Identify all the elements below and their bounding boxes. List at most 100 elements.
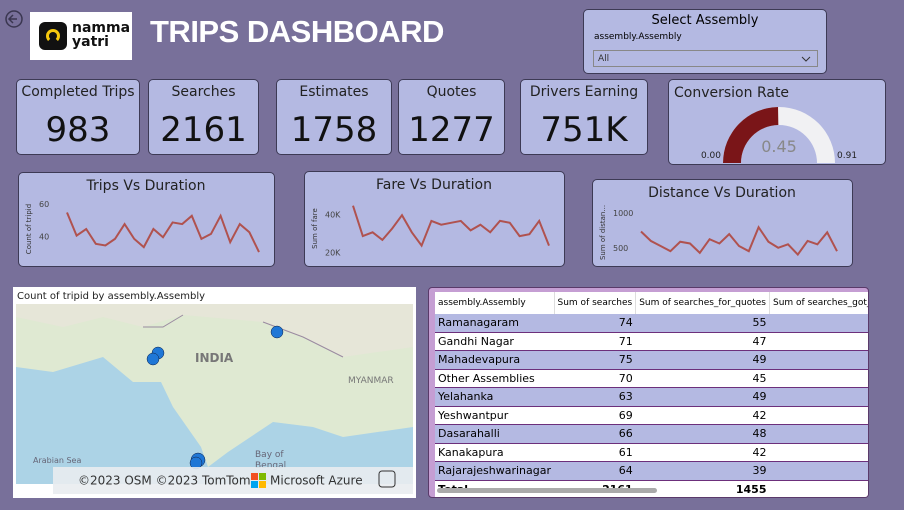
kpi-label: Drivers Earning — [529, 84, 639, 100]
map-label: MYANMAR — [348, 376, 394, 386]
line — [640, 225, 838, 257]
table-cell: 74 — [554, 314, 636, 333]
kpi-label: Searches — [171, 84, 236, 100]
y-tick-label: 1000 — [613, 209, 633, 218]
line-chart: Distance Vs Duration Sum of distan... 500 1… — [599, 185, 838, 260]
table-row: Dasarahalli 66 48 — [435, 424, 868, 444]
kpi-value: 1758 — [290, 110, 378, 150]
table-cell — [769, 480, 868, 497]
gauge-title: Conversion Rate — [674, 85, 789, 101]
map-title: Count of tripid by assembly.Assembly — [17, 291, 205, 302]
chart-title: Fare Vs Duration — [376, 177, 492, 193]
table-cell: 61 — [554, 443, 636, 462]
y-axis-label: Sum of distan... — [599, 205, 607, 260]
kpi-card: Estimates 1758 — [276, 79, 392, 155]
table-cell — [769, 369, 868, 388]
kpi-card: Searches 2161 — [148, 79, 259, 155]
table-cell: 42 — [635, 406, 770, 425]
kpi-value: 2161 — [160, 110, 247, 150]
gauge-card: Conversion Rate 0.45 0.00 0.91 — [668, 79, 886, 165]
kpi-card: Quotes 1277 — [398, 79, 505, 155]
kpi-label: Estimates — [299, 84, 369, 100]
table-row: Gandhi Nagar 71 47 — [435, 332, 868, 351]
table-cell: 49 — [635, 350, 770, 370]
table-cell: 63 — [554, 387, 636, 407]
table-row: Ramanagaram 74 55 — [435, 314, 868, 333]
table-cell: 47 — [635, 332, 770, 351]
y-axis-label: Count of tripid — [25, 204, 33, 254]
table-cell: 49 — [635, 387, 770, 407]
y-tick-label: 500 — [613, 244, 628, 253]
table-cell: 1455 — [635, 480, 770, 497]
map-dots — [146, 325, 284, 470]
column-header: Sum of searches_got_estin — [769, 292, 868, 314]
table-cell: Mahadevapura — [435, 350, 555, 370]
gauge-max: 0.91 — [837, 151, 857, 161]
title: TRIPS DASHBOARD — [150, 14, 444, 49]
line — [66, 212, 260, 253]
table-cell: Yeshwantpur — [435, 406, 555, 425]
map-attribution: ©2023 OSM ©2023 TomTom — [78, 474, 251, 488]
line-card: Fare Vs Duration Sum of fare 20K 40K — [304, 171, 565, 267]
chart-title: Trips Vs Duration — [86, 178, 206, 194]
y-tick-label: 40 — [39, 233, 49, 242]
kpi-value: 751K — [540, 110, 628, 150]
table-cell: Kanakapura — [435, 443, 555, 462]
table-cell — [769, 387, 868, 407]
map-label: Bay of — [255, 450, 284, 460]
kpi-label: Completed Trips — [21, 84, 135, 100]
column-header: assembly.Assembly — [435, 292, 555, 314]
chart-title: Distance Vs Duration — [648, 185, 796, 201]
gauge: Conversion Rate 0.45 0.00 0.91 — [674, 85, 857, 163]
line-card: Trips Vs Duration Count of tripid 40 60 — [18, 172, 275, 267]
table-cell — [769, 332, 868, 351]
table-cell: 71 — [554, 332, 636, 351]
kpi-card: Drivers Earning 751K — [520, 79, 648, 155]
table-cell: Dasarahalli — [435, 424, 555, 444]
column-header: Sum of searches — [554, 292, 637, 314]
table-cell: Yelahanka — [435, 387, 555, 407]
table-cell — [769, 406, 868, 425]
table-cell — [769, 350, 868, 370]
slicer-title: Select Assembly — [651, 13, 759, 28]
table-row: Kanakapura 61 42 — [435, 443, 868, 462]
kpi-value: 983 — [45, 110, 111, 150]
table-cell: 48 — [635, 424, 770, 444]
column-header: Sum of searches_for_quotes — [635, 292, 770, 314]
dropdown[interactable]: All — [593, 50, 818, 67]
line-chart: Fare Vs Duration Sum of fare 20K 40K — [311, 177, 550, 258]
gauge-fill — [723, 107, 779, 163]
table-cell: 70 — [554, 369, 636, 388]
line — [352, 205, 550, 248]
ms-logo — [251, 473, 266, 488]
table-cell: 55 — [635, 314, 770, 333]
table-row: Mahadevapura 75 49 — [435, 350, 868, 370]
table-cell — [769, 461, 868, 481]
table: assembly.Assembly Sum of searches Sum of s… — [435, 292, 868, 497]
scrollbar[interactable] — [437, 488, 657, 493]
y-tick-label: 20K — [325, 249, 341, 258]
table-cell: Other Assemblies — [435, 369, 555, 388]
table-cell: Rajarajeshwarinagar — [435, 461, 555, 481]
line-card: Distance Vs Duration Sum of distan... 500 1… — [592, 179, 853, 267]
back-icon[interactable] — [4, 9, 24, 29]
table-cell — [769, 443, 868, 462]
chevron — [801, 56, 811, 62]
table-cell: Ramanagaram — [435, 314, 555, 333]
table-cell: 75 — [554, 350, 636, 370]
table-card: assembly.Assembly Sum of searches Sum of s… — [428, 287, 869, 498]
map: Count of tripid by assembly.Assembly IND… — [13, 287, 416, 498]
table-cell: 45 — [635, 369, 770, 388]
slicer-field: assembly.Assembly — [594, 32, 682, 42]
y-tick-label: 40K — [325, 211, 341, 220]
kpi-card: Completed Trips 983 — [16, 79, 140, 155]
kpi-label: Quotes — [426, 84, 477, 100]
table-row: Yelahanka 63 49 — [435, 387, 868, 407]
logo-text: namma yatri — [72, 20, 131, 50]
map-label: INDIA — [195, 351, 234, 365]
table-row: Other Assemblies 70 45 — [435, 369, 868, 388]
slicer[interactable]: Select Assembly assembly.Assembly All — [583, 9, 827, 74]
table-cell: 64 — [554, 461, 636, 481]
feedback-icon[interactable] — [378, 470, 396, 488]
